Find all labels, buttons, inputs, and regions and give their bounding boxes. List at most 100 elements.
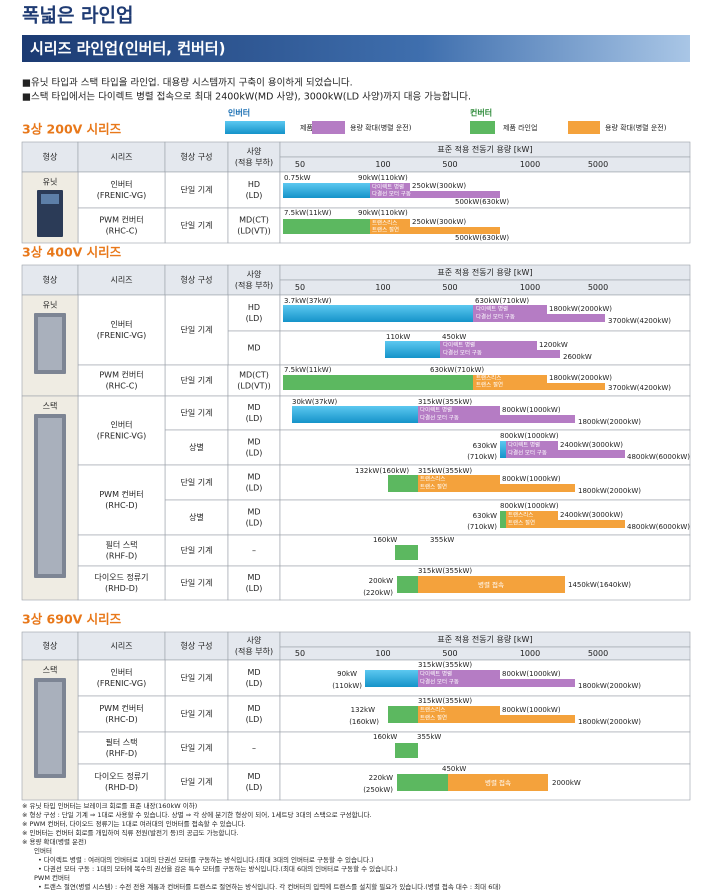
spec: (LD)	[246, 715, 263, 724]
capacity-label: 90kW(110kW)	[358, 174, 408, 182]
spec: MD(CT)	[239, 216, 269, 225]
capacity-label: 220kW	[369, 774, 393, 782]
capacity-label: 2000kW	[552, 779, 581, 787]
capacity-label: 800kW(1000kW)	[500, 502, 559, 510]
table-cell	[77, 294, 166, 366]
header-label: 시리즈	[110, 642, 132, 651]
capacity-label: 트랜스 절연	[420, 714, 447, 722]
capacity-bar	[500, 484, 575, 492]
capacity-label: 315kW(355kW)	[418, 697, 472, 705]
capacity-label: 7.5kW(11kW)	[284, 366, 332, 374]
capacity-label: 250kW(300kW)	[412, 218, 466, 226]
legend-swatch	[312, 121, 345, 134]
table-cell	[164, 464, 229, 501]
shape-label: 스택	[43, 665, 58, 675]
capacity-label: 500kW(630kW)	[455, 198, 509, 206]
capacity-label: 다이렉트 병렬	[508, 441, 540, 449]
capacity-label: 3.7kW(37kW)	[284, 297, 332, 305]
capacity-bar	[547, 314, 605, 322]
table-cell	[227, 207, 281, 244]
spec: (LD)	[246, 679, 263, 688]
scale-label: 5000	[588, 160, 608, 169]
legend-swatch	[225, 121, 285, 134]
footnote: ※ 용량 확대(병렬 운전)	[22, 837, 87, 846]
capacity-bar	[473, 305, 547, 322]
capacity-label: 1800kW(2000kW)	[549, 305, 612, 313]
capacity-bar	[448, 774, 548, 791]
capacity-label: (160kW)	[349, 718, 379, 726]
capacity-label: 160kW	[373, 536, 397, 544]
capacity-bar	[388, 706, 418, 723]
capacity-label: 7.5kW(11kW)	[284, 209, 332, 217]
capacity-label: 다결선 모터 구동	[508, 449, 547, 457]
capacity-bar	[283, 219, 370, 234]
intro: ■유닛 타입과 스택 타입을 라인업. 대용량 시스템까지 구축이 용이하게 되…	[22, 77, 353, 89]
capacity-label: 2400kW(3000kW)	[560, 511, 623, 519]
capacity-bar	[418, 706, 500, 723]
header-label: 사양	[247, 147, 262, 156]
capacity-label: 450kW	[442, 765, 466, 773]
capacity-label: 630kW(710kW)	[475, 297, 529, 305]
capacity-label: 1450kW(1640kW)	[568, 581, 631, 589]
series-name: 인버터	[110, 179, 132, 189]
config: 단일 기계	[181, 777, 213, 787]
capacity-label: 트랜스리스	[508, 511, 533, 519]
capacity-label: 450kW	[442, 333, 466, 341]
page-title: 폭넓은 라인업	[22, 5, 134, 27]
capacity-label: 트랜스리스	[372, 219, 397, 227]
capacity-label: 315kW(355kW)	[418, 567, 472, 575]
capacity-label: 132kW	[351, 706, 375, 714]
capacity-bar	[365, 670, 418, 687]
capacity-label: 다결선 모터 구동	[476, 313, 515, 321]
table-cell	[227, 294, 281, 332]
capacity-label: 병렬 접속	[485, 778, 511, 787]
config: 단일 기계	[181, 477, 213, 487]
capacity-label: 병렬 접속	[478, 580, 504, 589]
capacity-bar	[473, 375, 547, 390]
spec: (LD)	[246, 783, 263, 792]
capacity-label: 200kW	[369, 577, 393, 585]
table-cell	[227, 464, 281, 501]
table-cell	[227, 429, 281, 466]
capacity-label: 160kW	[373, 733, 397, 741]
scale-label: 100	[375, 160, 390, 169]
capacity-bar	[283, 183, 370, 198]
header-label: 표준 적용 전동기 용량 [kW]	[437, 144, 532, 154]
series-name: (FRENIC-VG)	[97, 191, 146, 200]
scale-label: 100	[375, 649, 390, 658]
capacity-label: 1800kW(2000kW)	[578, 718, 641, 726]
table-cell	[77, 534, 166, 567]
capacity-bar	[397, 774, 448, 791]
series-name: (FRENIC-VG)	[97, 331, 146, 340]
table-cell	[227, 364, 281, 397]
series-name: (RHC-D)	[105, 501, 137, 510]
capacity-label: 2600kW	[563, 353, 592, 361]
table-cell	[279, 156, 691, 173]
table-cell	[279, 534, 691, 567]
scale-label: 5000	[588, 649, 608, 658]
capacity-bar	[370, 219, 410, 234]
table-cell	[77, 565, 166, 601]
table-cell	[77, 207, 166, 244]
device-panel	[38, 418, 62, 574]
scale-label: 1000	[520, 283, 540, 292]
header-label: 표준 적용 전동기 용량 [kW]	[437, 634, 532, 644]
table-cell	[164, 499, 229, 536]
table-cell	[164, 695, 229, 733]
table-cell	[77, 171, 166, 209]
scale-label: 500	[442, 283, 457, 292]
capacity-label: 110kW	[386, 333, 410, 341]
capacity-bar	[500, 715, 575, 723]
spec: MD	[247, 438, 260, 447]
table-cell	[164, 207, 229, 244]
capacity-label: 다결선 모터 구동	[443, 349, 482, 357]
scale-label: 50	[295, 283, 305, 292]
capacity-bar	[395, 743, 418, 758]
banner-text: 시리즈 라인업(인버터, 컨버터)	[30, 40, 225, 58]
capacity-bar	[500, 511, 506, 528]
capacity-label: 315kW(355kW)	[418, 398, 472, 406]
capacity-label: 630kW	[473, 512, 497, 520]
capacity-bar	[397, 576, 418, 593]
capacity-label: 트랜스리스	[420, 706, 445, 714]
table-cell	[227, 330, 281, 366]
